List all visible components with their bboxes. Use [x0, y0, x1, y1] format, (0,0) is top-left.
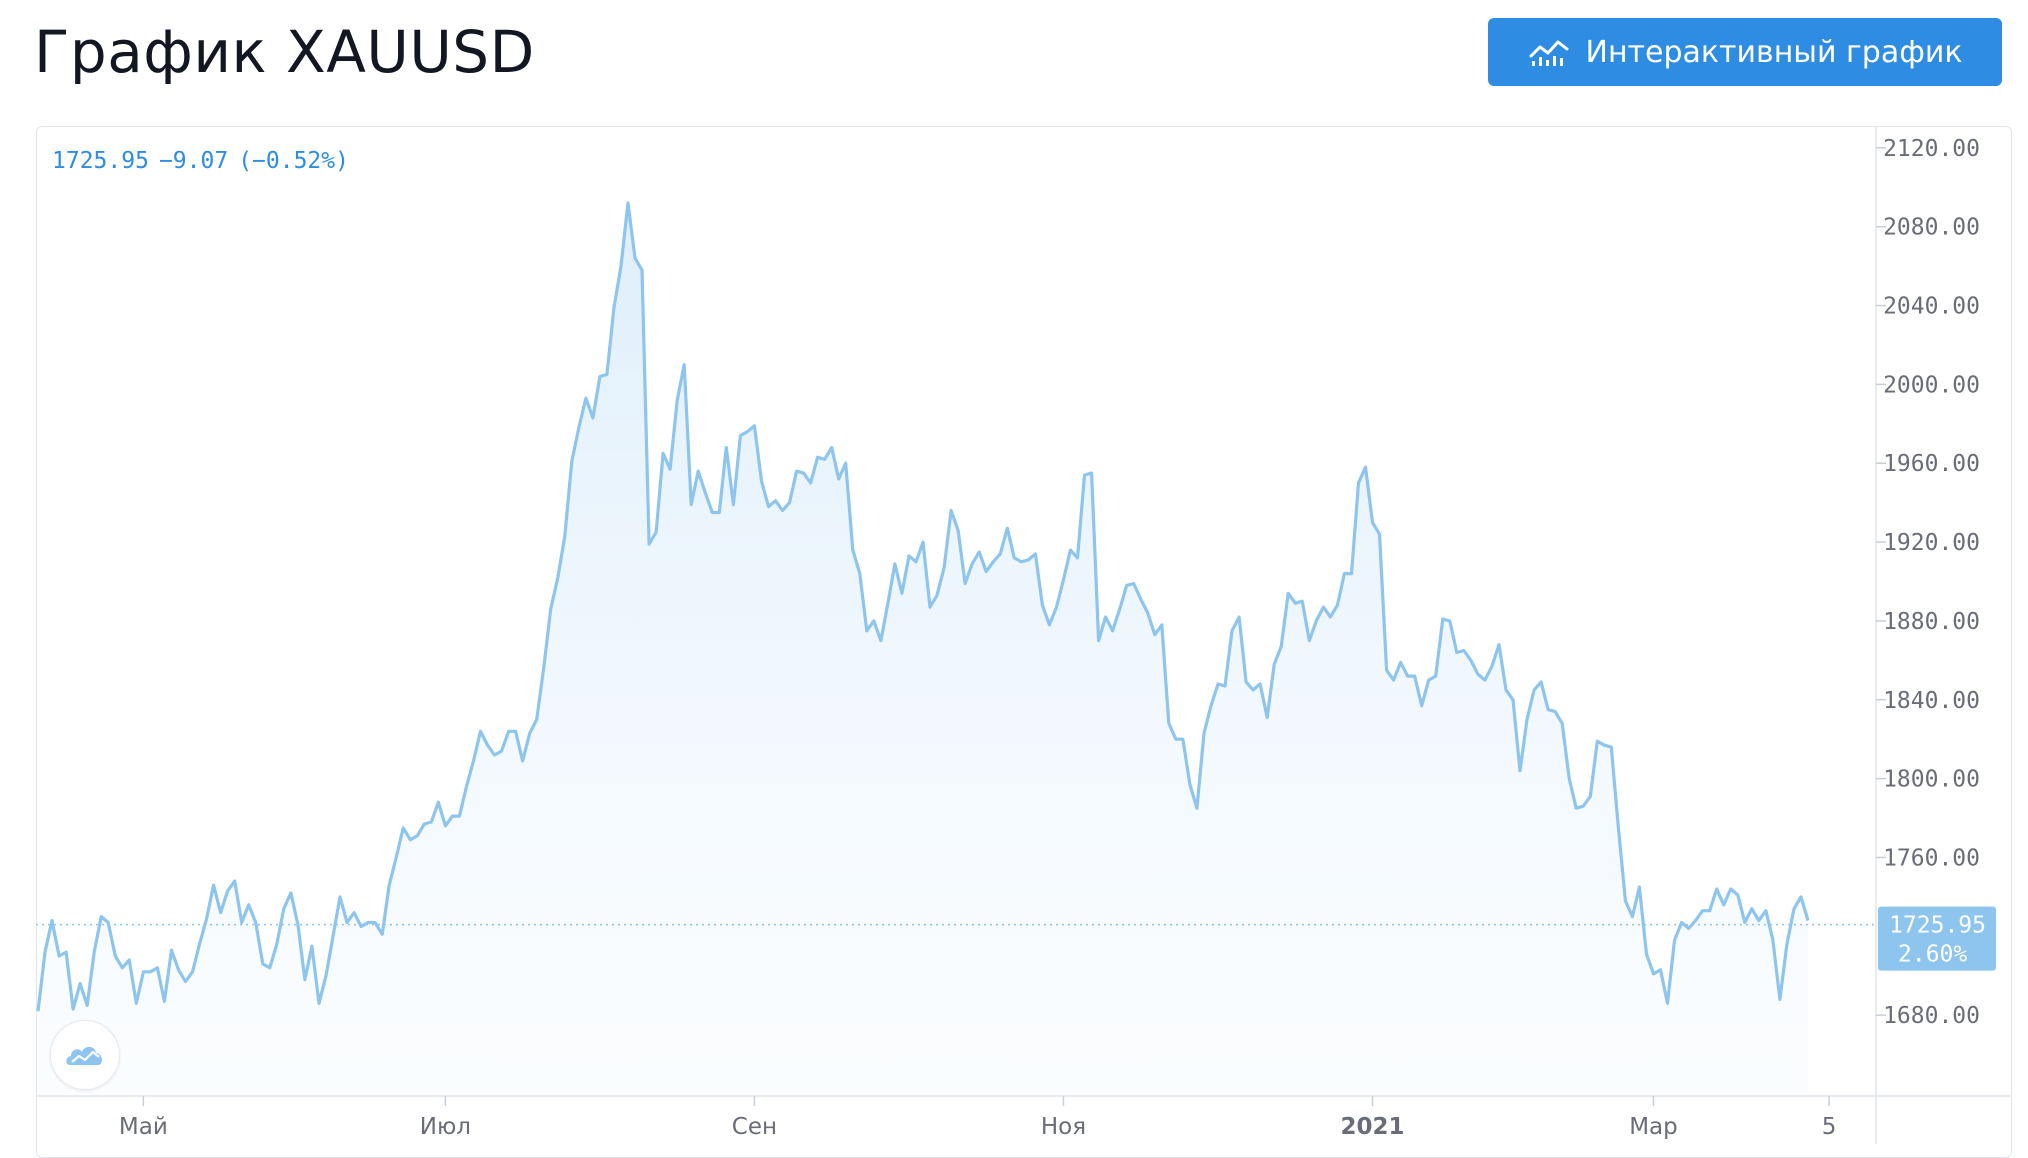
tradingview-logo[interactable]: [50, 1020, 120, 1090]
price-legend: 1725.95 −9.07 (−0.52%): [52, 148, 359, 174]
legend-price: 1725.95: [52, 148, 149, 174]
x-tick-label: Сен: [732, 1114, 777, 1140]
chart-bars-icon: [1528, 36, 1570, 68]
tradingview-cloud-icon: [66, 1046, 102, 1065]
price-series-line: [36, 201, 1810, 1012]
y-tick-label: 2120.00: [1883, 136, 1980, 162]
page-title: График XAUUSD: [34, 18, 535, 86]
x-tick-label: Июл: [420, 1114, 471, 1140]
last-price-badge-value: 1725.95: [1889, 913, 1986, 939]
y-tick-label: 2040.00: [1883, 294, 1980, 320]
legend-change-percent: (−0.52%): [238, 148, 349, 174]
y-tick-label: 1760.00: [1883, 845, 1980, 871]
y-tick-label: 1840.00: [1883, 688, 1980, 714]
x-tick-label: 2021: [1341, 1114, 1405, 1140]
y-tick-label: 1920.00: [1883, 530, 1980, 556]
interactive-chart-button[interactable]: Интерактивный график: [1488, 18, 2002, 86]
y-tick-label: 1960.00: [1883, 451, 1980, 477]
y-tick-label: 2080.00: [1883, 215, 1980, 241]
y-tick-label: 1880.00: [1883, 609, 1980, 635]
x-tick-label: 5: [1822, 1114, 1837, 1140]
x-tick-label: Ноя: [1041, 1114, 1086, 1140]
last-price-badge: [1878, 906, 1996, 971]
x-tick-label: Май: [119, 1114, 168, 1140]
legend-change: −9.07: [158, 148, 229, 174]
interactive-chart-button-label: Интерактивный график: [1585, 34, 1963, 70]
y-tick-label: 1800.00: [1883, 767, 1980, 793]
x-tick-label: Мар: [1629, 1114, 1678, 1140]
price-area: [38, 203, 1808, 1096]
y-tick-label: 1680.00: [1883, 1003, 1980, 1029]
last-price-badge-percent: 2.60%: [1898, 942, 1967, 968]
y-tick-label: 2000.00: [1883, 372, 1980, 398]
